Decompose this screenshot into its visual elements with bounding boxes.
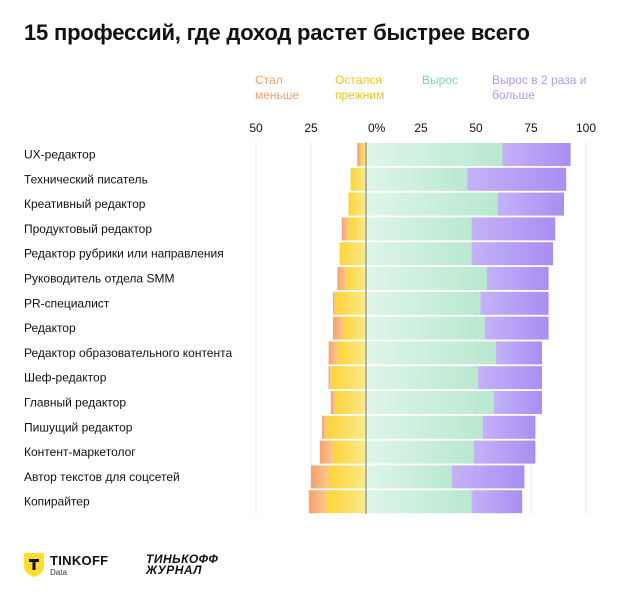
legend-decreased: Стал меньше	[255, 73, 300, 102]
legend-double: Вырос в 2 раза и больше	[492, 73, 587, 102]
tick-label: 75	[524, 121, 538, 135]
bar-same	[348, 192, 366, 216]
bar-decreased	[308, 490, 327, 514]
bar-growth	[366, 143, 503, 166]
legend-growth: Вырос	[422, 73, 458, 87]
bar-double	[467, 167, 567, 191]
bar-decreased	[341, 217, 349, 241]
tick-label: 25	[304, 121, 318, 135]
diverging-bar-chart: 50 25 0% 25 50 75 100 UX-редактор Технический п…	[24, 121, 596, 514]
bar-growth	[366, 167, 468, 191]
bar-double	[471, 490, 523, 514]
category-label: Автор текстов для соцсетей	[24, 470, 180, 484]
bar-same	[348, 217, 366, 241]
tick-label: 50	[249, 121, 263, 135]
category-label: Главный редактор	[24, 396, 126, 410]
bar-same	[328, 465, 366, 489]
tinkoff-logo-name: TINKOFF	[50, 553, 109, 568]
bar-same	[326, 490, 366, 514]
bar-growth	[366, 267, 487, 290]
category-label: Копирайтер	[24, 495, 90, 509]
bar-decreased	[311, 465, 329, 489]
chart-title: 15 профессий, где доход растет быстрее в…	[24, 20, 530, 45]
bar-same	[350, 167, 366, 191]
bar-decreased	[330, 391, 336, 414]
bar-same	[333, 440, 366, 464]
category-label: Руководитель отдела SMM	[24, 272, 174, 286]
bar-growth	[366, 366, 479, 390]
bar-same	[335, 291, 366, 315]
bar-decreased	[328, 366, 331, 390]
bar-double	[478, 366, 542, 390]
bar-double	[480, 291, 549, 315]
bar-double	[484, 316, 549, 340]
bar-growth	[366, 316, 485, 340]
tinkoff-shield-icon	[24, 553, 44, 577]
bar-growth	[366, 341, 496, 365]
category-label: Продуктовый редактор	[24, 222, 152, 236]
bar-same	[335, 391, 366, 414]
category-label: PR-специалист	[24, 296, 110, 310]
tick-label: 50	[469, 121, 483, 135]
category-label: Креативный редактор	[24, 197, 146, 211]
category-label: Редактор рубрики или направления	[24, 247, 224, 261]
category-label: UX-редактор	[24, 148, 96, 162]
bar-growth	[366, 391, 494, 414]
category-label: Шеф-редактор	[24, 371, 107, 385]
bar-double	[487, 267, 549, 290]
category-label: Технический писатель	[24, 172, 148, 186]
bar-double	[473, 440, 536, 464]
bar-same	[330, 366, 366, 390]
category-label: Контент-маркетолог	[24, 445, 136, 459]
bar-double	[451, 465, 525, 489]
category-label: Пишущий редактор	[24, 420, 133, 434]
bar-decreased	[357, 143, 362, 166]
bar-double	[482, 415, 536, 439]
bar-same	[339, 242, 366, 266]
journal-logo: ТИНЬКОФФ ЖУРНАЛ	[146, 552, 266, 577]
bar-decreased	[333, 316, 344, 340]
bar-growth	[366, 490, 472, 514]
journal-logo-line1: ТИНЬКОФФ	[146, 552, 219, 566]
bar-decreased	[333, 291, 336, 315]
bar-same	[361, 143, 366, 166]
bar-growth	[366, 291, 481, 315]
bar-same	[346, 267, 366, 290]
tick-label: 0%	[368, 121, 386, 135]
legend-same: Остался прежним	[335, 73, 385, 102]
bar-double	[502, 143, 571, 166]
bar-decreased	[337, 267, 347, 290]
bar-double	[495, 341, 542, 365]
bar-decreased	[319, 440, 333, 464]
bar-double	[471, 242, 553, 266]
journal-logo-line2: ЖУРНАЛ	[146, 563, 202, 577]
bar-growth	[366, 465, 452, 489]
bar-same	[337, 341, 366, 365]
bar-decreased	[328, 341, 338, 365]
bar-double	[471, 217, 556, 241]
tick-label: 25	[414, 121, 428, 135]
bar-growth	[366, 415, 483, 439]
bar-same	[344, 316, 366, 340]
bar-growth	[366, 192, 498, 216]
bar-double	[498, 192, 564, 216]
bar-double	[493, 391, 542, 414]
tick-label: 100	[576, 121, 596, 135]
category-label: Редактор	[24, 321, 76, 335]
category-label: Редактор образовательного контента	[24, 346, 232, 360]
bar-same	[326, 415, 366, 439]
tinkoff-logo-sub: Data	[50, 568, 67, 577]
bar-growth	[366, 440, 474, 464]
bar-growth	[366, 242, 472, 266]
bar-decreased	[322, 415, 327, 439]
bar-growth	[366, 217, 472, 241]
